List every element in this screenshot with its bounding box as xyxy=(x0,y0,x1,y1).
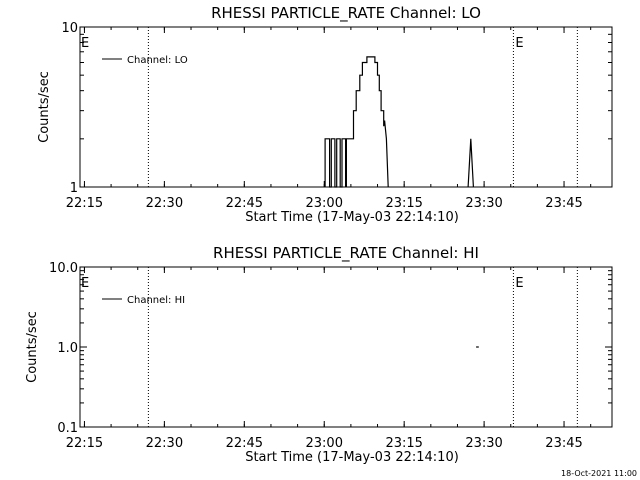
x-tick-label: 22:45 xyxy=(226,196,263,211)
series-line-segment xyxy=(467,138,474,188)
y-axis-label: Counts/sec xyxy=(25,311,40,383)
series-line-segment xyxy=(345,56,389,188)
x-tick-label: 23:45 xyxy=(545,436,582,451)
chart-title: RHESSI PARTICLE_RATE Channel: HI xyxy=(213,244,479,263)
plot-frame xyxy=(79,266,613,428)
x-tick-label: 22:30 xyxy=(146,436,183,451)
event-marker-label: E xyxy=(515,276,523,291)
x-tick-label: 23:45 xyxy=(545,196,582,211)
x-tick-label: 23:15 xyxy=(385,196,422,211)
x-tick-label: 23:00 xyxy=(306,196,343,211)
y-tick-label: 10.0 xyxy=(49,261,78,276)
y-tick-label: 10 xyxy=(61,21,78,36)
y-tick-label: 1 xyxy=(70,181,78,196)
x-tick-label: 22:15 xyxy=(66,196,103,211)
start-marker-label: E xyxy=(81,276,89,291)
y-axis-label: Counts/sec xyxy=(37,71,52,143)
x-tick-label: 22:45 xyxy=(226,436,263,451)
x-axis-label: Start Time (17-May-03 22:14:10) xyxy=(245,450,459,465)
x-tick-label: 23:15 xyxy=(385,436,422,451)
x-tick-label: 23:00 xyxy=(306,436,343,451)
start-marker-label: E xyxy=(81,36,89,51)
x-axis-label: Start Time (17-May-03 22:14:10) xyxy=(245,210,459,225)
x-tick-label: 22:15 xyxy=(66,436,103,451)
y-tick-label: 1.0 xyxy=(57,341,78,356)
x-tick-label: 23:30 xyxy=(465,196,502,211)
footer-date: 18-Oct-2021 11:00 xyxy=(561,469,637,478)
chart-title: RHESSI PARTICLE_RATE Channel: LO xyxy=(211,4,481,23)
chart-panel-lo: RHESSI PARTICLE_RATE Channel: LO 22:15 22:… xyxy=(37,4,613,225)
chart-panel-hi: RHESSI PARTICLE_RATE Channel: HI 22:15 22:… xyxy=(25,244,613,465)
event-marker-label: E xyxy=(515,36,523,51)
x-tick-label: 22:30 xyxy=(146,196,183,211)
legend-entry: Channel: HI xyxy=(127,295,185,306)
y-tick-label: 0.1 xyxy=(57,421,78,436)
series-line-segment xyxy=(324,138,347,188)
x-tick-label: 23:30 xyxy=(465,436,502,451)
legend-entry: Channel: LO xyxy=(127,55,188,66)
